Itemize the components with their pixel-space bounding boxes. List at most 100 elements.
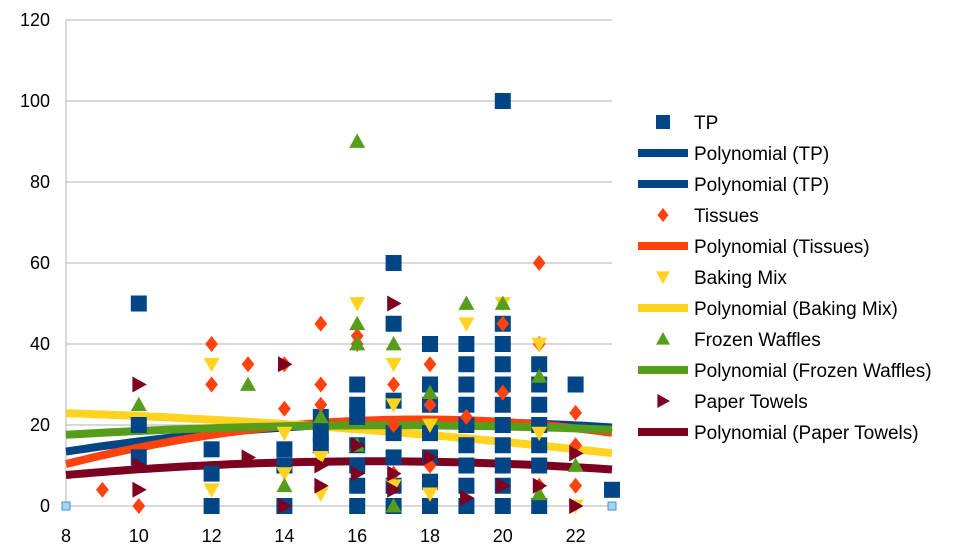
y-tick-label: 60	[30, 253, 50, 273]
y-tick-label: 0	[40, 496, 50, 516]
data-point	[531, 437, 548, 454]
data-point	[494, 336, 511, 352]
y-tick-label: 120	[20, 10, 50, 30]
data-point	[96, 481, 109, 498]
data-point	[496, 477, 511, 494]
data-point	[458, 376, 475, 393]
legend-label: TP	[694, 113, 718, 134]
data-point	[494, 396, 511, 413]
data-point	[458, 457, 475, 474]
data-point	[567, 457, 584, 472]
legend-label: Tissues	[694, 206, 759, 227]
data-point	[569, 498, 584, 514]
trend-line	[65, 421, 613, 439]
data-point	[569, 445, 584, 462]
data-point	[496, 384, 510, 401]
data-point	[203, 498, 220, 514]
data-point	[205, 376, 218, 393]
data-point	[278, 400, 291, 417]
data-point	[531, 368, 548, 383]
y-tick-label: 100	[20, 91, 50, 111]
trend-line	[65, 457, 613, 479]
data-point	[494, 93, 511, 109]
x-tick-label: 16	[347, 526, 367, 546]
legend-label: Polynomial (Paper Towels)	[694, 423, 919, 444]
legend-label: Paper Towels	[694, 392, 808, 413]
data-point	[132, 498, 146, 514]
data-point	[314, 376, 328, 393]
data-point	[494, 498, 511, 514]
axes	[65, 20, 612, 507]
data-point	[385, 315, 402, 332]
data-point	[349, 408, 366, 425]
data-point	[385, 498, 402, 513]
legend-label: Polynomial (TP)	[694, 175, 829, 196]
data-point	[423, 396, 437, 413]
data-point	[387, 295, 402, 312]
data-point	[531, 426, 548, 442]
data-point	[205, 336, 218, 352]
x-tick-label: 10	[129, 526, 149, 546]
data-point	[423, 449, 438, 466]
data-point	[422, 487, 438, 502]
legend-marker	[656, 115, 670, 129]
data-point	[385, 357, 402, 373]
data-point	[132, 457, 147, 474]
data-point	[531, 498, 548, 514]
data-point	[422, 418, 438, 433]
data-point	[494, 376, 511, 393]
data-point	[278, 356, 293, 373]
data-point	[422, 376, 438, 393]
data-point	[387, 465, 402, 482]
legend-label: Polynomial (Frozen Waffles)	[694, 361, 932, 382]
data-point	[130, 417, 147, 433]
y-tick-label: 20	[30, 415, 50, 435]
y-tick-label: 40	[30, 334, 50, 354]
data-point	[314, 457, 329, 474]
data-point	[458, 356, 475, 373]
data-point	[314, 396, 328, 413]
data-point	[532, 255, 546, 271]
x-tick-label: 14	[274, 526, 294, 546]
data-points	[61, 93, 620, 514]
data-point	[350, 437, 366, 454]
legend-label: Frozen Waffles	[694, 330, 821, 351]
data-point	[240, 376, 256, 391]
data-point	[203, 465, 220, 482]
data-point	[349, 133, 366, 148]
data-point	[276, 426, 293, 442]
y-tick-label: 80	[30, 172, 50, 192]
data-point	[276, 467, 293, 482]
data-point	[458, 336, 475, 352]
data-point	[276, 477, 293, 493]
data-point	[278, 498, 293, 514]
data-point	[458, 437, 475, 454]
data-point	[385, 425, 402, 442]
data-point	[494, 417, 511, 433]
data-point	[422, 498, 438, 514]
gridlines	[66, 19, 612, 426]
data-point	[312, 451, 329, 466]
data-point	[314, 315, 328, 332]
legend-marker	[657, 394, 670, 408]
legend-marker	[657, 208, 669, 222]
data-point	[130, 396, 147, 412]
data-point	[314, 477, 329, 494]
data-point	[385, 398, 402, 413]
data-point	[458, 477, 475, 494]
x-tick-label: 22	[566, 526, 586, 546]
data-point	[494, 437, 511, 454]
data-point	[312, 408, 329, 424]
data-point	[241, 449, 256, 466]
data-point	[531, 396, 548, 413]
data-point	[130, 295, 147, 312]
data-point	[312, 437, 329, 454]
x-tick-label: 18	[420, 526, 440, 546]
data-point	[458, 295, 475, 310]
data-point	[531, 337, 548, 352]
legend-label: Polynomial (Baking Mix)	[694, 299, 898, 320]
data-point	[496, 315, 510, 332]
data-point	[349, 376, 366, 393]
data-point	[349, 297, 366, 312]
